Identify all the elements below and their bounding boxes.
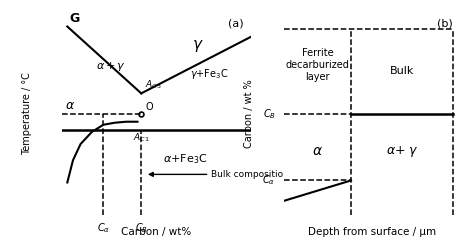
Text: $\alpha$+ $\gamma$: $\alpha$+ $\gamma$ — [385, 144, 418, 159]
Text: G: G — [69, 12, 80, 24]
Text: Bulk: Bulk — [390, 66, 414, 76]
Text: (b): (b) — [437, 19, 453, 28]
Text: O: O — [145, 102, 153, 112]
Text: $C_{\alpha}$: $C_{\alpha}$ — [263, 174, 275, 187]
Text: Carbon / wt%: Carbon / wt% — [121, 227, 191, 237]
Text: $\gamma$+Fe$_3$C: $\gamma$+Fe$_3$C — [190, 67, 229, 81]
Text: $A_{C3}$: $A_{C3}$ — [145, 79, 162, 91]
Text: (a): (a) — [228, 19, 244, 28]
Text: $\alpha$: $\alpha$ — [65, 99, 75, 112]
Text: $\alpha+\gamma$: $\alpha+\gamma$ — [96, 60, 126, 73]
Text: $C_B$: $C_B$ — [135, 221, 148, 235]
Text: Temperature / °C: Temperature / °C — [22, 72, 33, 155]
Text: $\alpha$: $\alpha$ — [312, 144, 323, 158]
Text: $\alpha$+Fe$_3$C: $\alpha$+Fe$_3$C — [163, 152, 207, 166]
Text: $A_{C1}$: $A_{C1}$ — [133, 132, 149, 144]
Text: Bulk composition: Bulk composition — [211, 170, 289, 179]
Text: Ferrite
decarburized
layer: Ferrite decarburized layer — [286, 48, 350, 82]
Text: Carbon / wt %: Carbon / wt % — [244, 79, 255, 148]
Text: $C_{\alpha}$: $C_{\alpha}$ — [97, 221, 110, 235]
Text: $C_B$: $C_B$ — [263, 107, 275, 121]
Text: Depth from surface / μm: Depth from surface / μm — [308, 227, 436, 237]
Text: $\gamma$: $\gamma$ — [192, 38, 204, 54]
